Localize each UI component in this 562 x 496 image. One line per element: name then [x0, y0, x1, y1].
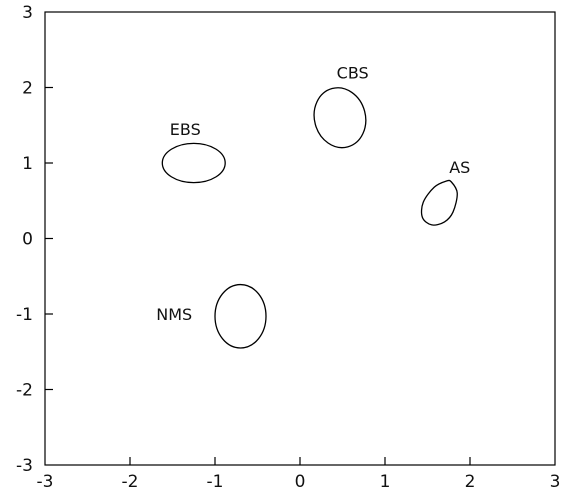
x-tick-label: 2 — [465, 472, 476, 492]
region-nms-outline — [214, 283, 267, 349]
x-tick-label: -2 — [122, 472, 139, 492]
y-tick-label: -3 — [16, 456, 33, 476]
y-tick-label: -1 — [16, 305, 33, 325]
region-as-label: AS — [449, 158, 470, 177]
region-ebs-label: EBS — [170, 120, 201, 139]
y-tick-label: -2 — [16, 381, 33, 401]
x-tick-label: 0 — [295, 472, 306, 492]
y-tick-label: 3 — [22, 3, 33, 23]
x-tick-label: -1 — [207, 472, 224, 492]
plot-frame — [44, 11, 556, 466]
y-tick-label: 1 — [22, 154, 33, 174]
region-cbs-outline — [313, 87, 367, 149]
region-nms-label: NMS — [156, 305, 192, 324]
y-tick-label: 0 — [22, 230, 33, 250]
x-tick-label: 3 — [550, 472, 561, 492]
x-tick-label: 1 — [380, 472, 391, 492]
region-cbs-label: CBS — [337, 63, 369, 82]
region-ebs-outline — [161, 142, 226, 184]
region-as-outline — [420, 179, 458, 226]
x-tick-label: -3 — [37, 472, 54, 492]
y-tick-label: 2 — [22, 79, 33, 99]
